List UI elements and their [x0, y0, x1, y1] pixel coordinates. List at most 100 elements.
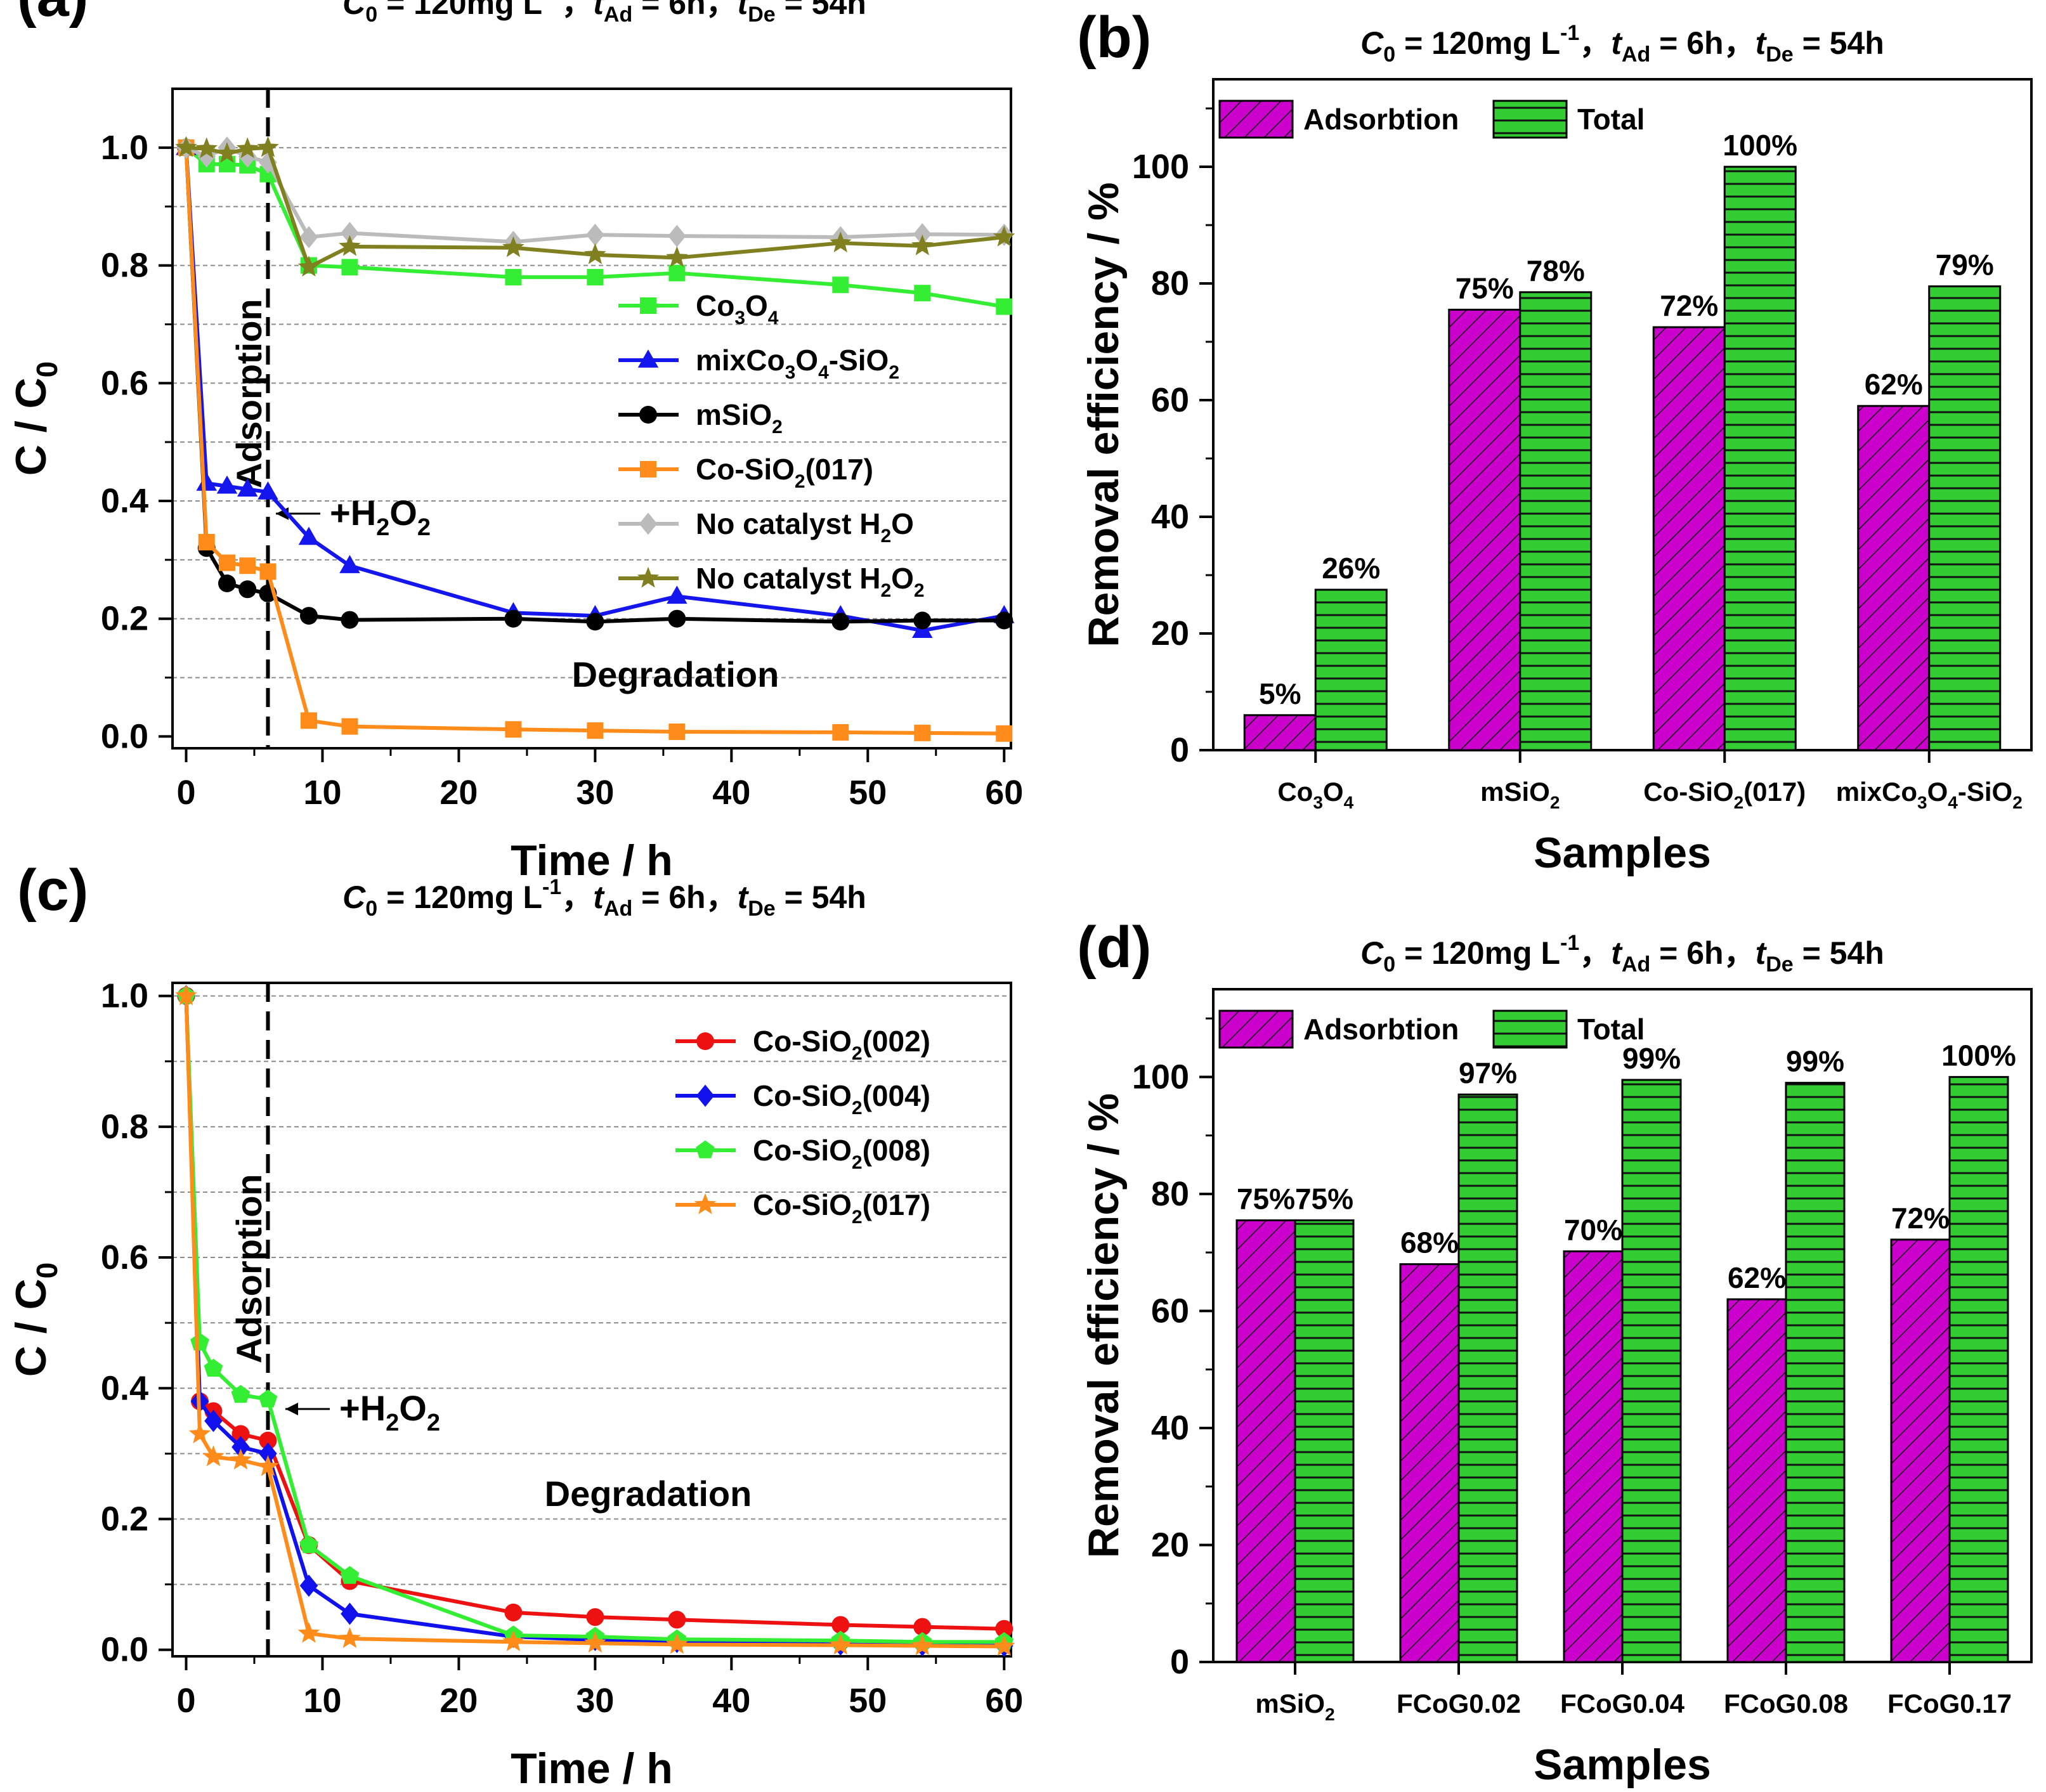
- data-point: [259, 1431, 277, 1450]
- data-point: [913, 223, 932, 245]
- subscript: 3: [785, 362, 796, 383]
- data-point: [259, 151, 277, 174]
- data-point: [832, 276, 849, 294]
- y-tick-label: 0.4: [101, 482, 148, 520]
- data-point: [995, 1620, 1013, 1638]
- data-point: [668, 264, 686, 282]
- bar-Adsorbtion: [1399, 1263, 1460, 1663]
- legend-swatch: [1492, 100, 1568, 139]
- legend-label: No catalyst H2O2: [696, 562, 925, 601]
- data-point: [502, 1630, 525, 1652]
- text-part: -SiO: [829, 344, 889, 377]
- y-tick-label: 0.6: [101, 1238, 148, 1276]
- data-label: 72%: [1891, 1202, 1950, 1235]
- y-tick-label: 100: [1132, 148, 1189, 186]
- text-part: O: [389, 493, 417, 533]
- subscript: 2: [852, 1098, 863, 1119]
- data-point: [504, 1603, 523, 1621]
- data-point: [339, 1626, 361, 1648]
- y-tick-label: 0.4: [101, 1369, 148, 1407]
- series-Co-SiO2(017): Co-SiO2(017): [175, 984, 1015, 1656]
- x-tick-label: 10: [303, 774, 341, 812]
- y-tick-label: 0: [1170, 731, 1189, 769]
- subscript: 0: [365, 897, 377, 921]
- data-label: 79%: [1936, 249, 1994, 282]
- data-point: [259, 563, 277, 580]
- bar-Adsorbtion: [1857, 405, 1931, 751]
- data-label: 97%: [1459, 1056, 1517, 1089]
- legend-marker: [696, 1140, 715, 1159]
- subscript: Ad: [604, 897, 632, 921]
- data-point: [832, 724, 849, 741]
- data-label: 62%: [1728, 1261, 1786, 1294]
- legend-marker: [696, 1032, 714, 1050]
- data-point: [914, 724, 931, 741]
- text-part: Co-SiO: [753, 1025, 852, 1058]
- subscript: 2: [914, 580, 925, 601]
- text-part: (017): [805, 453, 873, 486]
- plot-frame: [171, 88, 1012, 750]
- h2o2-annotation: +H2O2: [330, 493, 431, 541]
- legend-marker: [640, 297, 656, 314]
- subscript: De: [1766, 42, 1793, 67]
- text-part: (002): [863, 1025, 930, 1058]
- category-label: FCoG0.02: [1397, 1689, 1521, 1718]
- text-part: = 54h: [776, 880, 866, 915]
- data-point: [230, 1448, 252, 1470]
- text-part: FCoG0.17: [1887, 1689, 2012, 1718]
- data-point: [829, 231, 852, 253]
- data-point: [586, 613, 604, 631]
- data-point: [341, 1602, 359, 1625]
- subscript: 2: [852, 1207, 863, 1228]
- data-point: [668, 224, 686, 247]
- data-point: [668, 724, 686, 740]
- text-part: No catalyst H: [696, 562, 880, 595]
- x-axis-label: Samples: [1534, 1741, 1711, 1789]
- category-label: Co-SiO2(017): [1643, 777, 1806, 812]
- x-tick-label: 50: [849, 1682, 887, 1720]
- text-part: O: [399, 1388, 427, 1428]
- subscript: 2: [2012, 793, 2023, 812]
- text-part: = 6h，: [632, 0, 737, 21]
- subscript: 2: [1325, 1704, 1335, 1724]
- y-axis-label: Removal efficiency / %: [1079, 182, 1128, 647]
- data-label: 100%: [1723, 129, 1797, 162]
- data-point: [911, 234, 934, 256]
- data-point: [299, 1535, 318, 1554]
- text-part: +H: [330, 493, 376, 533]
- data-point: [584, 1632, 606, 1653]
- text-part: FCoG0.04: [1560, 1689, 1685, 1718]
- text-part: Co-SiO: [696, 453, 795, 486]
- subscript: Ad: [1622, 42, 1650, 67]
- subscript: 2: [772, 417, 783, 438]
- legend-label: Total: [1577, 103, 1645, 136]
- bar-Total: [1948, 1075, 2009, 1663]
- data-point: [218, 554, 235, 571]
- text-part: = 6h，: [632, 880, 737, 915]
- legend-label: Adsorbtion: [1303, 1013, 1459, 1046]
- x-tick-label: 0: [176, 1682, 195, 1720]
- adsorption-annotation: Adsorption: [229, 1174, 269, 1363]
- bar-Total: [1785, 1082, 1846, 1663]
- y-tick-label: 0.6: [101, 364, 148, 402]
- data-label: 26%: [1322, 552, 1380, 585]
- text-part: t: [1611, 25, 1623, 61]
- text-part: C / C: [7, 1278, 55, 1377]
- data-label: 99%: [1622, 1042, 1681, 1075]
- data-point: [913, 1618, 932, 1636]
- data-label: 70%: [1564, 1213, 1622, 1246]
- y-tick-label: 0: [1170, 1643, 1189, 1681]
- data-point: [257, 136, 279, 157]
- subscript: 4: [818, 362, 829, 383]
- text-part: Co-SiO: [753, 1134, 852, 1167]
- line-chart-a: (a)C0 = 120mg L-1，tAd = 6h，tDe = 54h0.00…: [7, 0, 1023, 885]
- legend-label: mSiO2: [696, 398, 783, 438]
- line-chart-c: (c) C0 = 120mg L-1，tAd = 6h，tDe = 54h0.00…: [7, 858, 1023, 1792]
- text-part: C: [1360, 25, 1384, 61]
- plot-frame: [171, 982, 1012, 1658]
- category-label: FCoG0.17: [1887, 1689, 2012, 1718]
- legend-marker: [637, 566, 660, 588]
- y-tick-label: 60: [1151, 1292, 1189, 1330]
- data-point: [339, 555, 360, 573]
- text-part: O: [891, 507, 914, 540]
